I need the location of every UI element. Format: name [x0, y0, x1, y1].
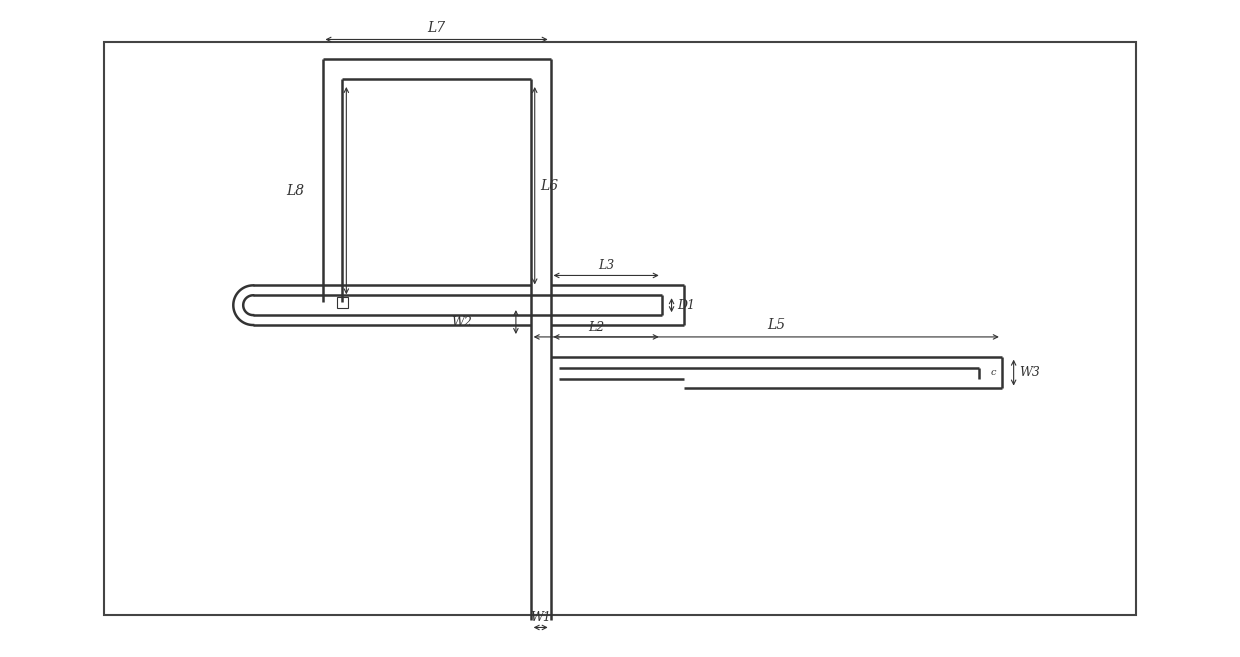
Text: W3: W3: [1019, 366, 1040, 379]
Text: L6: L6: [541, 179, 559, 193]
Text: D1: D1: [677, 299, 696, 311]
Text: L5: L5: [768, 318, 785, 332]
Text: W1: W1: [531, 612, 551, 624]
Text: c: c: [991, 368, 996, 377]
Text: L3: L3: [598, 260, 614, 273]
Text: L7: L7: [428, 20, 445, 35]
Text: L8: L8: [286, 184, 305, 198]
Text: L2: L2: [588, 321, 604, 334]
Bar: [337, 297, 348, 307]
Text: W2: W2: [451, 315, 472, 328]
